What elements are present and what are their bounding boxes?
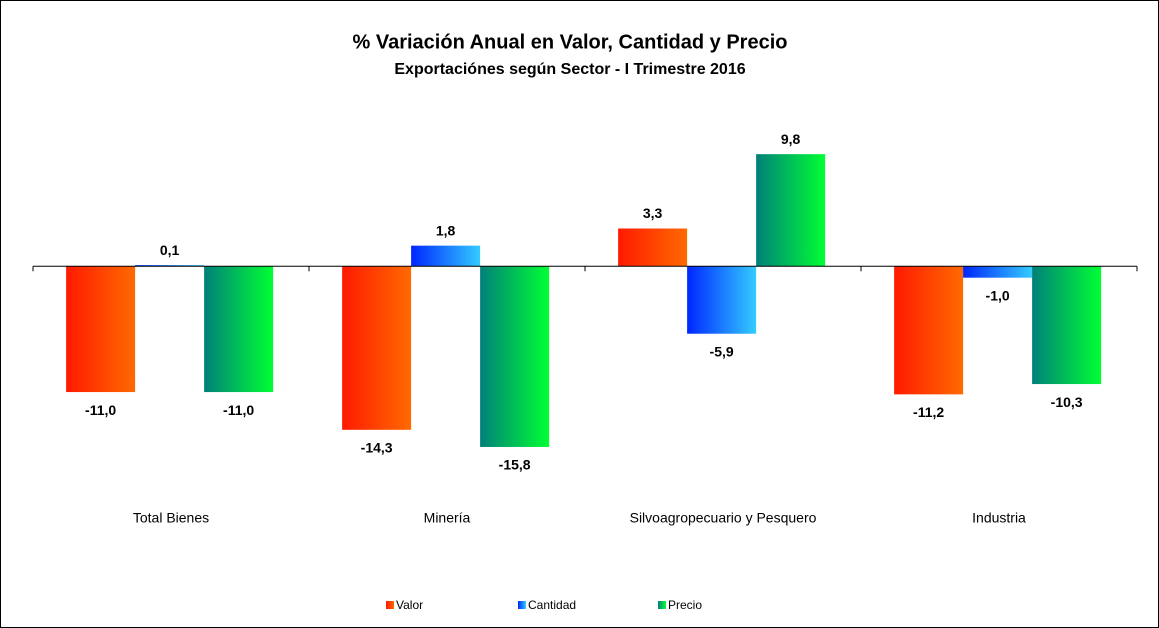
- legend-swatch: [518, 601, 526, 609]
- data-label: -14,3: [361, 440, 393, 456]
- bar: [963, 266, 1033, 278]
- data-label: -11,0: [223, 402, 254, 418]
- data-label: 1,8: [436, 222, 456, 238]
- legend-swatch: [658, 601, 666, 609]
- bar: [342, 266, 412, 430]
- data-label: -1,0: [986, 287, 1010, 303]
- data-label: 3,3: [643, 205, 663, 221]
- bar: [204, 266, 274, 393]
- legend-label: Valor: [396, 598, 423, 612]
- data-label: 9,8: [781, 131, 801, 147]
- legend-swatch: [386, 601, 394, 609]
- bar: [618, 228, 688, 267]
- chart-title: % Variación Anual en Valor, Cantidad y P…: [353, 31, 788, 53]
- bar: [411, 245, 481, 267]
- bar: [480, 266, 550, 447]
- bar: [894, 266, 964, 395]
- data-label: 0,1: [160, 242, 180, 258]
- bar: [135, 265, 205, 267]
- x-tick-label: Minería: [424, 510, 471, 526]
- x-tick-label: Industria: [972, 510, 1026, 526]
- x-tick-label: Total Bienes: [133, 510, 209, 526]
- data-label: -5,9: [710, 343, 734, 359]
- legend-label: Precio: [668, 598, 702, 612]
- bar: [1032, 266, 1102, 385]
- data-label: -10,3: [1051, 394, 1083, 410]
- data-label: -15,8: [499, 457, 531, 473]
- chart-subtitle: Exportaciónes según Sector - I Trimestre…: [394, 61, 745, 78]
- data-label: -11,0: [85, 402, 116, 418]
- x-tick-label: Silvoagropecuario y Pesquero: [630, 510, 817, 526]
- data-label: -11,2: [913, 404, 944, 420]
- bar: [66, 266, 136, 393]
- legend-label: Cantidad: [528, 598, 576, 612]
- bar: [687, 266, 757, 334]
- bar: [756, 154, 826, 267]
